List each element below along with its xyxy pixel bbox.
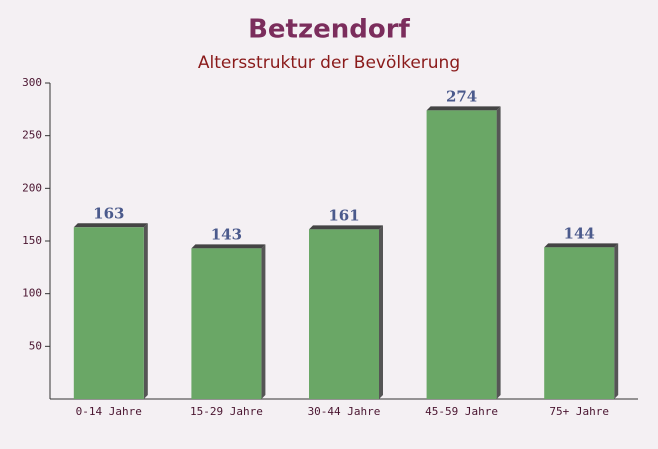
value-label: 163 [93,204,124,222]
bar [191,248,262,399]
y-tick-label: 300 [22,76,42,89]
x-tick-label: 15-29 Jahre [190,405,263,418]
bar [73,227,144,399]
value-label: 143 [211,225,242,243]
bar-top [544,243,619,248]
x-tick-label: 0-14 Jahre [76,405,142,418]
bar-top [73,223,148,228]
bar-side [496,106,501,400]
bar [544,247,615,399]
bar-side [379,225,383,399]
chart-subtitle: Altersstruktur der Bevölkerung [198,53,460,73]
bar-side [614,243,619,399]
y-tick-label: 50 [29,339,42,352]
bar-side [143,223,148,399]
x-tick-label: 75+ Jahre [549,405,609,418]
y-tick-label: 250 [22,129,42,142]
bar-side [261,244,266,399]
y-tick-label: 200 [22,181,42,194]
bar [309,229,379,399]
bar-top [426,106,501,111]
x-tick-label: 45-59 Jahre [425,405,498,418]
bar [426,110,497,400]
chart-title: Betzendorf [248,15,410,45]
value-label: 144 [564,224,595,242]
value-label: 274 [446,87,477,105]
bar-top [309,225,383,230]
value-label: 161 [328,206,359,224]
y-tick-label: 150 [22,234,42,247]
x-tick-label: 30-44 Jahre [308,405,381,418]
bar-top [191,244,266,249]
y-tick-label: 100 [22,287,42,300]
